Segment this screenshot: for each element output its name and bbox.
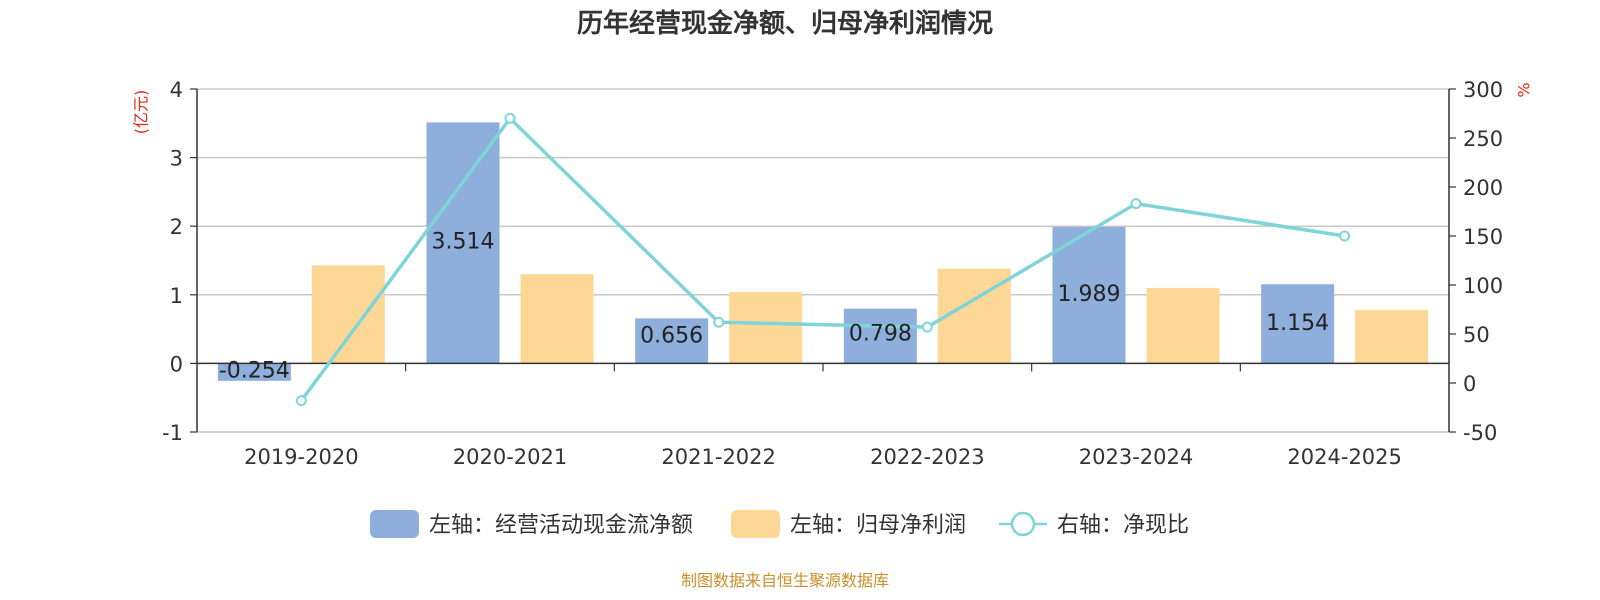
cash-flow-bar bbox=[843, 308, 917, 364]
right-tick-label: -50 bbox=[1463, 421, 1497, 445]
left-tick-label: 0 bbox=[170, 352, 183, 376]
cash-flow-bar bbox=[1052, 226, 1126, 364]
right-axis-unit: % bbox=[1515, 82, 1534, 97]
cash-flow-value-label: 0.656 bbox=[640, 323, 703, 348]
cash-flow-bar bbox=[217, 363, 291, 381]
right-tick-label: 0 bbox=[1463, 372, 1476, 396]
ratio-point bbox=[1339, 230, 1351, 242]
net-profit-bar bbox=[1146, 287, 1220, 364]
data-labels: -0.254 3.514 0.656 0.798 1.989 1.154 bbox=[219, 229, 1329, 383]
legend-label-net-profit: 左轴：归母净利润 bbox=[790, 513, 966, 538]
right-tick-label: 250 bbox=[1463, 127, 1503, 151]
x-tick-label: 2023-2024 bbox=[1079, 445, 1193, 469]
legend: 左轴：经营活动现金流净额 左轴：归母净利润 右轴：净现比 bbox=[370, 510, 1189, 538]
legend-swatch-cash-flow bbox=[370, 510, 419, 538]
right-tick-label: 50 bbox=[1463, 323, 1490, 347]
net-profit-bar bbox=[1355, 309, 1429, 364]
left-tick-label: 4 bbox=[170, 78, 183, 102]
bars bbox=[217, 122, 1429, 381]
cash-flow-bar bbox=[426, 122, 500, 364]
legend-swatch-ratio-marker bbox=[1010, 511, 1036, 537]
legend-label-ratio: 右轴：净现比 bbox=[1057, 513, 1189, 538]
left-tick-label: -1 bbox=[162, 421, 183, 445]
net-profit-bar bbox=[520, 274, 594, 364]
source-note: 制图数据来自恒生聚源数据库 bbox=[681, 571, 889, 590]
cash-flow-value-label: 0.798 bbox=[849, 322, 912, 347]
chart-title: 历年经营现金净额、归母净利润情况 bbox=[577, 8, 993, 39]
cash-flow-value-label: 1.154 bbox=[1266, 311, 1329, 336]
cash-flow-value-label: 3.514 bbox=[432, 229, 495, 254]
left-tick-label: 2 bbox=[170, 215, 183, 239]
left-axis-unit: (亿元) bbox=[132, 90, 151, 135]
ratio-point bbox=[295, 395, 307, 407]
ratio-line bbox=[299, 115, 1345, 402]
x-tick-label: 2020-2021 bbox=[453, 445, 567, 469]
right-tick-label: 150 bbox=[1463, 225, 1503, 249]
ratio-point bbox=[504, 112, 516, 124]
cash-flow-bar bbox=[1261, 284, 1335, 364]
ratio-point bbox=[921, 321, 933, 333]
cash-flow-value-label: -0.254 bbox=[219, 358, 290, 383]
left-tick-label: 3 bbox=[170, 147, 183, 171]
cash-flow-bar bbox=[635, 318, 709, 364]
right-tick-label: 300 bbox=[1463, 78, 1503, 102]
legend-swatch-net-profit bbox=[731, 510, 780, 538]
ratio-point bbox=[1130, 198, 1142, 210]
x-tick-label: 2021-2022 bbox=[661, 445, 775, 469]
right-tick-label: 200 bbox=[1463, 176, 1503, 200]
axes: -1 0 1 2 3 4 -50 0 50 100 150 200 250 300 2019-2020 202… bbox=[162, 78, 1503, 469]
x-tick-label: 2024-2025 bbox=[1287, 445, 1401, 469]
line-series bbox=[295, 112, 1351, 407]
x-tick-label: 2019-2020 bbox=[244, 445, 358, 469]
right-tick-label: 100 bbox=[1463, 274, 1503, 298]
left-tick-label: 1 bbox=[170, 284, 183, 308]
cash-flow-value-label: 1.989 bbox=[1058, 282, 1121, 307]
x-tick-label: 2022-2023 bbox=[870, 445, 984, 469]
ratio-point bbox=[713, 316, 725, 328]
legend-label-cash-flow: 左轴：经营活动现金流净额 bbox=[429, 513, 693, 538]
net-profit-bar bbox=[311, 265, 385, 364]
grid bbox=[197, 88, 1449, 433]
net-profit-bar bbox=[729, 292, 803, 364]
